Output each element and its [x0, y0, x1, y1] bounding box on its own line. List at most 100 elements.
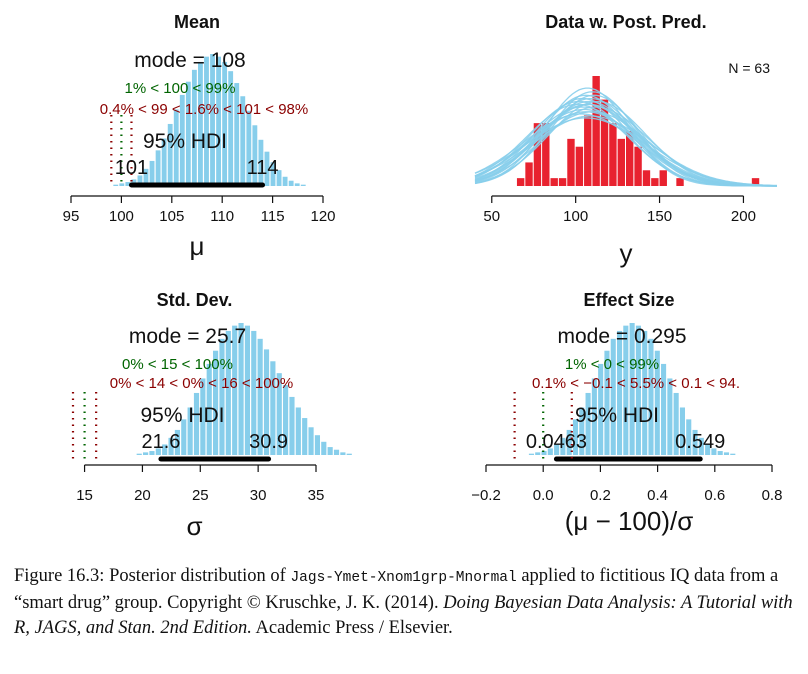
histogram-bar	[210, 54, 215, 186]
histogram-bar	[263, 349, 270, 455]
data-bar	[600, 99, 609, 186]
histogram-bar	[642, 330, 648, 455]
histogram-bar	[174, 429, 180, 455]
histogram-bar	[143, 168, 149, 186]
posterior-predictive-curve	[474, 117, 777, 187]
x-tick-label: 0.8	[762, 487, 783, 504]
panel-title: Effect Size	[583, 290, 674, 310]
histogram-bar	[679, 407, 685, 455]
comparison-label: 1% < 100 < 99%	[125, 80, 236, 97]
histogram-bar	[252, 125, 258, 186]
data-bar	[659, 170, 667, 186]
data-bar	[634, 146, 642, 186]
histogram-bar	[181, 419, 187, 455]
x-tick-label: 150	[647, 208, 672, 225]
histogram-bar	[314, 435, 321, 455]
data-bar	[584, 115, 592, 186]
hdi-label: 95% HDI	[575, 404, 659, 427]
histogram-bar	[610, 338, 616, 455]
data-bar	[651, 178, 659, 186]
histogram-bar	[204, 56, 209, 186]
histogram-bar	[216, 56, 221, 186]
histogram-bar	[717, 451, 723, 455]
hdi-label: 95% HDI	[143, 130, 227, 153]
histogram-bar	[244, 325, 250, 455]
x-tick-label: 0.4	[647, 487, 668, 504]
mode-label: mode = 25.7	[129, 325, 246, 348]
histogram-bar	[294, 183, 300, 186]
histogram-bar	[598, 363, 604, 455]
x-axis-label: (μ − 100)/σ	[565, 506, 694, 536]
x-tick-label: 20	[134, 487, 151, 504]
histogram-bar	[193, 392, 200, 455]
x-tick-label: 0.6	[704, 487, 725, 504]
histogram-bar	[125, 182, 131, 186]
x-tick-label: 115	[261, 208, 285, 225]
data-bar	[558, 178, 567, 186]
x-tick-label: 0.2	[590, 487, 611, 504]
data-bar	[626, 131, 634, 186]
histogram-bar	[232, 325, 238, 455]
histogram-bar	[667, 378, 673, 455]
histogram-bar	[327, 447, 333, 455]
histogram-bar	[179, 94, 185, 186]
histogram-bar	[251, 330, 257, 455]
histogram-bar	[246, 110, 252, 186]
histogram-bar	[289, 396, 295, 455]
x-axis-label: y	[620, 238, 633, 268]
posterior-predictive-curve	[474, 100, 777, 187]
histogram-bar	[283, 385, 289, 455]
caption-text-2: applied to fictitious IQ data from a “sm…	[14, 566, 779, 613]
mode-label: mode = 0.295	[557, 325, 686, 348]
histogram-bar	[206, 363, 212, 455]
histogram-bar	[234, 83, 240, 186]
histogram-bar	[547, 448, 553, 455]
histogram-bar	[276, 170, 282, 186]
data-bar	[516, 178, 525, 186]
histogram-bar	[661, 363, 667, 455]
histogram-bar	[282, 176, 288, 186]
histogram-bar	[730, 453, 736, 455]
x-tick-label: 100	[109, 208, 134, 225]
histogram-bar	[119, 183, 125, 186]
posterior-predictive-curve	[474, 103, 777, 187]
panel-title: Std. Dev.	[157, 290, 233, 310]
x-tick-label: 95	[63, 208, 80, 225]
x-tick-label: 25	[192, 487, 209, 504]
data-bar	[751, 178, 760, 186]
x-tick-label: 35	[308, 487, 325, 504]
caption-code: Jags-Ymet-Xnom1grp-Mnormal	[290, 570, 517, 586]
posterior-predictive-curve	[474, 103, 777, 187]
histogram-bar	[276, 373, 282, 455]
hdi-high-label: 0.549	[675, 431, 725, 453]
histogram-bar	[155, 448, 161, 455]
histogram-bar	[629, 323, 635, 455]
panel-3: Std. Dev. mode = 25.7 0% < 15 < 100% 0% < 1…	[71, 290, 352, 541]
histogram-bar	[198, 61, 203, 186]
x-tick-label: 110	[210, 208, 234, 225]
histogram-bar	[288, 180, 294, 186]
histogram-bar	[187, 407, 193, 455]
histogram-bar	[228, 71, 234, 186]
histogram-bar	[579, 407, 585, 455]
histogram-bar	[200, 378, 206, 455]
panel-2: Data w. Post. Pred. N = 63 50 100 150 200 y	[474, 12, 778, 268]
panel-title: Mean	[174, 12, 220, 32]
histogram-bar	[113, 184, 119, 186]
data-bar	[617, 138, 625, 186]
panel-title: Data w. Post. Pred.	[545, 12, 706, 32]
data-bar	[542, 123, 550, 186]
histogram-bar	[635, 325, 641, 455]
histogram-bar	[566, 429, 572, 455]
histogram-bar	[222, 61, 228, 186]
histogram-bar	[648, 338, 654, 455]
histogram-bar	[604, 350, 610, 455]
histogram-bar	[654, 350, 660, 455]
caption-text-3: Academic Press / Elsevier.	[251, 618, 453, 638]
histogram-bar	[167, 123, 173, 186]
histogram-bar	[240, 96, 246, 186]
histogram-bar	[698, 437, 704, 455]
x-tick-label: 105	[159, 208, 184, 225]
histogram-bar	[572, 419, 579, 455]
histogram-bar	[238, 323, 244, 455]
